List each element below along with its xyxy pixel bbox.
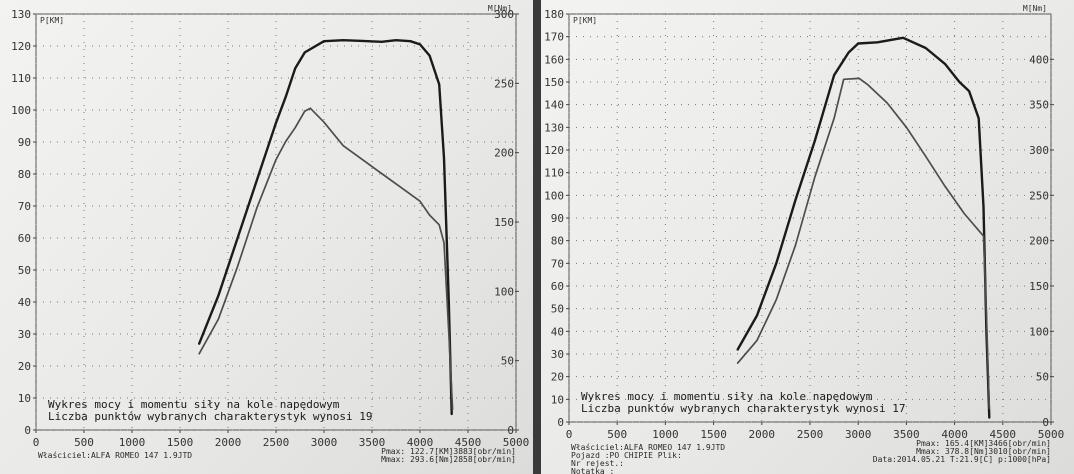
chart-caption-line: Liczba punktów wybranych charakterystyk … [581, 402, 906, 415]
right-tick-label: 300 [1029, 144, 1049, 157]
info-left-line: Notatka : [571, 467, 614, 474]
right-tick-label: 0 [507, 424, 514, 437]
left-tick-label: 100 [544, 189, 564, 202]
chart-caption-line: Wykres mocy i momentu siły na kole napęd… [48, 398, 340, 411]
right-axis-label: M[Nm] [1023, 4, 1047, 13]
left-tick-label: 40 [551, 325, 564, 338]
right-tick-label: 150 [494, 216, 514, 229]
x-tick-label: 500 [607, 428, 627, 441]
left-tick-label: 10 [18, 392, 31, 405]
right-tick-label: 300 [494, 8, 514, 21]
power-curve [197, 39, 453, 416]
x-tick-label: 4000 [407, 436, 434, 449]
left-tick-label: 70 [551, 257, 564, 270]
right-tick-label: 50 [1036, 371, 1049, 384]
chart-caption-line: Wykres mocy i momentu siły na kole napęd… [581, 390, 873, 403]
plot-frame [35, 13, 517, 431]
left-tick-label: 90 [551, 212, 564, 225]
left-tick-label: 70 [18, 200, 31, 213]
left-tick-label: 90 [18, 136, 31, 149]
right-tick-label: 100 [494, 285, 514, 298]
left-tick-label: 160 [544, 53, 564, 66]
x-tick-label: 3500 [359, 436, 386, 449]
x-tick-label: 0 [566, 428, 573, 441]
left-tick-label: 130 [11, 8, 31, 21]
right-tick-label: 200 [1029, 235, 1049, 248]
left-tick-label: 120 [11, 40, 31, 53]
left-tick-label: 20 [18, 360, 31, 373]
left-tick-label: 110 [544, 167, 564, 180]
x-tick-label: 5000 [503, 436, 530, 449]
left-tick-label: 170 [544, 31, 564, 44]
power-curve [736, 36, 991, 419]
dyno-chart-before: 0 500 1000 1500 2000 2500 3000 3500 4000 4500 5000… [11, 4, 530, 464]
x-tick-label: 2500 [263, 436, 290, 449]
left-tick-label: 40 [18, 296, 31, 309]
info-left-line: Nr rejest.: [571, 459, 624, 468]
x-tick-label: 2500 [797, 428, 824, 441]
right-tick-label: 100 [1029, 325, 1049, 338]
left-tick-label: 80 [18, 168, 31, 181]
right-tick-label: 50 [501, 355, 514, 368]
x-tick-label: 3500 [893, 428, 920, 441]
left-axis-label: P[KM] [40, 16, 64, 25]
left-tick-label: 10 [551, 393, 564, 406]
x-tick-label: 3000 [845, 428, 872, 441]
left-tick-label: 110 [11, 72, 31, 85]
right-tick-label: 350 [1029, 99, 1049, 112]
left-tick-label: 0 [557, 416, 564, 429]
info-right-line: Pmax: 165.4[KM]3466[obr/min] [916, 439, 1051, 448]
x-tick-label: 4000 [941, 428, 968, 441]
left-tick-label: 50 [551, 303, 564, 316]
info-left-line: Pojazd :PO CHIPIE Plik: [571, 451, 682, 460]
left-tick-label: 100 [11, 104, 31, 117]
right-tick-label: 250 [494, 77, 514, 90]
left-tick-label: 50 [18, 264, 31, 277]
left-tick-label: 60 [18, 232, 31, 245]
x-tick-label: 2000 [749, 428, 776, 441]
x-tick-label: 1500 [700, 428, 727, 441]
left-tick-label: 180 [544, 8, 564, 21]
info-right-line: Mmax: 378.8[Nm]3010[obr/min] [916, 447, 1051, 456]
x-tick-label: 3000 [311, 436, 338, 449]
left-tick-label: 30 [18, 328, 31, 341]
dyno-sheet-after: 0 500 1000 1500 2000 2500 3000 3500 4000 4500 5000… [541, 0, 1074, 474]
left-tick-label: 80 [551, 235, 564, 248]
right-tick-label: 400 [1029, 53, 1049, 66]
x-tick-label: 1000 [119, 436, 146, 449]
left-tick-label: 30 [551, 348, 564, 361]
dyno-sheet-before: 0 500 1000 1500 2000 2500 3000 3500 4000 4500 5000… [0, 0, 533, 474]
x-tick-label: 0 [33, 436, 40, 449]
x-tick-label: 4500 [990, 428, 1017, 441]
right-tick-label: 0 [1042, 416, 1049, 429]
right-axis-label: M[Nm] [488, 4, 512, 13]
info-right-line: Mmax: 293.6[Nm]2858[obr/min] [381, 455, 516, 464]
left-tick-label: 150 [544, 76, 564, 89]
left-tick-label: 60 [551, 280, 564, 293]
torque-curve [736, 77, 991, 410]
left-tick-label: 120 [544, 144, 564, 157]
info-left-line: Właściciel:ALFA ROMEO 147 1.9JTD [571, 442, 725, 452]
chart-caption-line: Liczba punktów wybranych charakterystyk … [48, 410, 373, 423]
left-axis-label: P[KM] [573, 16, 597, 25]
x-tick-label: 5000 [1038, 428, 1065, 441]
left-tick-label: 140 [544, 99, 564, 112]
info-right-line: Data:2014.05.21 T:21.9[C] p:1000[hPa] [873, 455, 1051, 464]
right-tick-label: 150 [1029, 280, 1049, 293]
torque-curve [198, 107, 454, 411]
right-tick-label: 250 [1029, 189, 1049, 202]
left-tick-label: 20 [551, 371, 564, 384]
x-tick-label: 2000 [215, 436, 242, 449]
left-tick-label: 130 [544, 121, 564, 134]
x-tick-label: 1500 [167, 436, 194, 449]
left-tick-label: 0 [24, 424, 31, 437]
dyno-chart-after: 0 500 1000 1500 2000 2500 3000 3500 4000 4500 5000… [544, 4, 1065, 474]
info-left-line: Właściciel:ALFA ROMEO 147 1.9JTD [38, 450, 192, 460]
info-right-line: Pmax: 122.7[KM]3883[obr/min] [381, 447, 516, 456]
x-tick-label: 500 [74, 436, 94, 449]
x-tick-label: 1000 [652, 428, 679, 441]
right-tick-label: 200 [494, 147, 514, 160]
x-tick-label: 4500 [455, 436, 482, 449]
